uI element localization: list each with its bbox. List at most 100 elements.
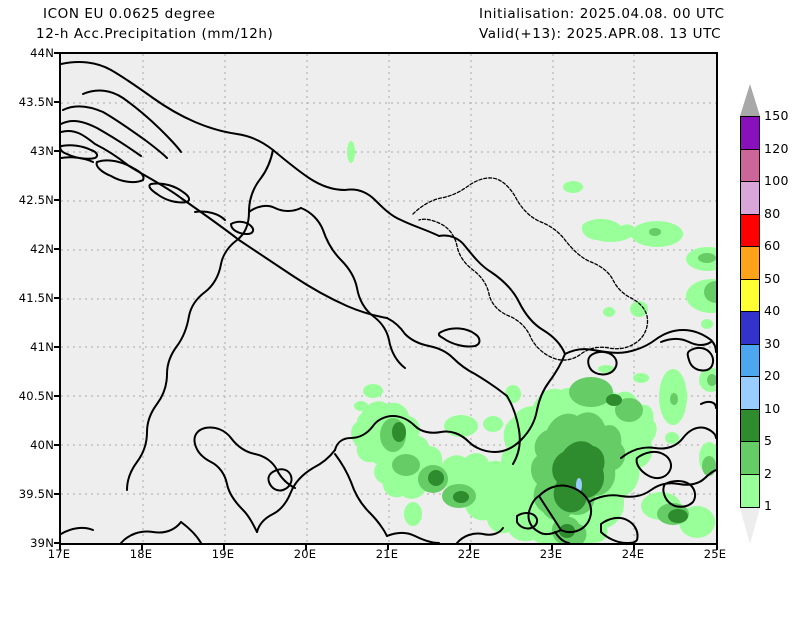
y-axis-tick [54,542,59,544]
colorbar-segment [741,409,759,442]
x-tick-label: 25E [703,547,727,561]
valid-time-label: Valid(+13): 2025.APR.08. 13 UTC [479,26,722,42]
precip-area-10mm [576,478,582,492]
x-axis-tick [305,545,307,550]
precipitation-map [61,54,716,543]
colorbar-segment [741,474,759,507]
x-tick-label: 23E [539,547,563,561]
x-tick-label: 18E [129,547,153,561]
precipitation-colorbar: 150 120 100 80 60 50 40 30 20 10 5 2 1 [736,84,796,544]
y-tick-label: 44N [30,46,54,60]
colorbar-segment [741,214,759,247]
x-axis-tick [141,545,143,550]
colorbar-segment [741,279,759,312]
precip-blob-1mm [404,502,422,526]
precip-blob-1mm [701,319,713,329]
precip-area-2mm [702,456,716,476]
precipitation-field [347,141,716,543]
y-axis-tick [54,444,59,446]
y-axis-tick [54,150,59,152]
precip-area-5mm [392,422,406,442]
x-axis-tick [387,545,389,550]
y-tick-label: 40.5N [18,389,54,403]
x-tick-label: 24E [621,547,645,561]
y-axis-tick [54,199,59,201]
precip-blob-1mm [354,401,368,411]
precip-area-2mm [698,253,716,263]
field-name-label: 12-h Acc.Precipitation (mm/12h) [36,26,274,42]
colorbar-tick-label: 80 [764,205,781,221]
model-name-label: ICON EU 0.0625 degree [43,6,216,22]
precip-area-2mm [704,281,716,303]
precip-blob-1mm [444,415,478,437]
colorbar-tick-label: 120 [764,140,789,156]
precip-blob-1mm [392,475,402,483]
map-plot-area [59,52,718,545]
x-axis-tick [633,545,635,550]
colorbar-segments [740,116,760,508]
precip-area-2mm [569,377,613,407]
y-axis-tick [54,297,59,299]
precip-blob-1mm [505,385,521,403]
precip-blob-1mm [563,181,583,193]
precip-area-2mm [707,374,716,386]
colorbar-tick-label: 5 [764,433,773,448]
y-axis-tick [54,395,59,397]
colorbar-tick-label: 50 [764,270,781,286]
precip-area-2mm [649,228,661,236]
colorbar-segment [741,377,759,410]
precip-area-5mm [453,491,469,503]
y-tick-label: 43.5N [18,95,54,109]
precip-blob-1mm [633,373,649,383]
y-axis-tick [54,346,59,348]
y-tick-label: 42.5N [18,193,54,207]
y-tick-label: 41.5N [18,291,54,305]
colorbar-tick-label: 150 [764,108,789,123]
precip-blob-1mm [347,141,355,163]
map-coastlines-borders [61,61,716,543]
initialisation-time-label: Initialisation: 2025.04.08. 00 UTC [479,6,725,22]
x-tick-label: 21E [375,547,399,561]
colorbar-tick-label: 2 [764,465,773,481]
y-tick-label: 39N [30,536,54,550]
precip-area-2mm [392,454,420,476]
colorbar-overflow-arrow [740,84,760,116]
precip-blob-1mm [483,416,503,432]
precip-blob-1mm [603,307,615,317]
y-tick-label: 43N [30,144,54,158]
x-tick-label: 22E [457,547,481,561]
colorbar-tick-label: 10 [764,400,781,416]
colorbar-segment [741,442,759,475]
precip-blob-1mm [598,365,614,373]
y-axis-tick [54,493,59,495]
precip-area-5mm [428,470,444,486]
x-axis-tick [223,545,225,550]
x-axis-tick [469,545,471,550]
precip-blob-1mm [581,218,636,242]
y-axis-tick [54,248,59,250]
x-tick-label: 19E [211,547,235,561]
y-axis-tick [54,52,59,54]
colorbar-segment [741,149,759,182]
colorbar-tick-label: 30 [764,335,781,351]
colorbar-tick-label: 60 [764,238,781,253]
colorbar-tick-label: 100 [764,173,789,188]
colorbar-segment [741,344,759,377]
precip-area-2mm [615,398,643,422]
colorbar-tick-label: 20 [764,368,781,383]
colorbar-segment [741,247,759,280]
x-axis-tick [59,545,61,550]
precip-area-5mm [668,509,688,523]
precip-blob-1mm [665,432,679,444]
colorbar-tick-label: 1 [764,498,773,513]
precip-area-5mm [552,441,605,513]
colorbar-segment [741,117,759,150]
precip-area-1mm-band [437,453,539,542]
precip-area-5mm [606,394,622,406]
colorbar-segment [741,312,759,345]
x-tick-label: 20E [293,547,317,561]
precip-blob-1mm [630,301,648,317]
colorbar-segment [741,182,759,215]
x-axis-tick [716,545,718,550]
colorbar-underflow-arrow [740,508,760,544]
